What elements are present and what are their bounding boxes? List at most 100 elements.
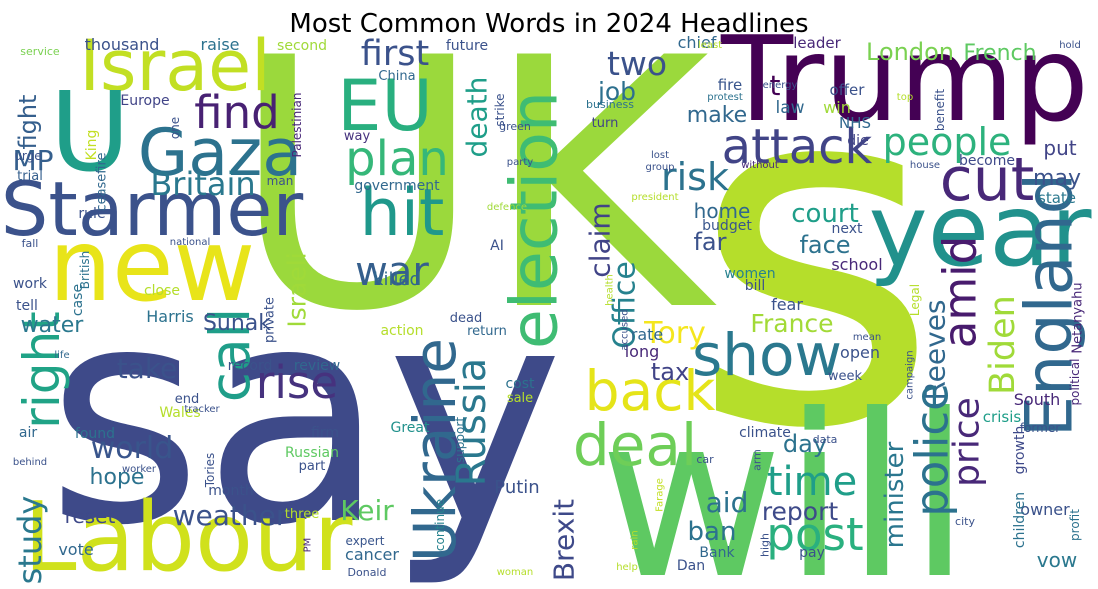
word: trial — [17, 169, 43, 184]
word: part — [299, 459, 326, 474]
word: face — [799, 231, 850, 259]
word: risk — [661, 155, 729, 199]
word: minister — [880, 441, 910, 548]
word: life — [54, 350, 69, 361]
word: support — [453, 417, 467, 463]
word: expert — [346, 534, 385, 548]
word: worker — [122, 464, 157, 475]
word: tax — [651, 358, 689, 386]
word: benefit — [933, 89, 947, 132]
word: chief — [678, 33, 717, 52]
word: Donald — [348, 566, 387, 579]
word: Office — [608, 261, 643, 349]
word: Tory — [643, 316, 706, 351]
word: Brexit — [548, 499, 581, 581]
word: England — [1013, 173, 1088, 437]
word: Israeli — [283, 252, 312, 327]
word: national — [170, 237, 211, 248]
word: Reeves — [919, 299, 952, 400]
word: two — [607, 44, 667, 83]
word: PM — [303, 538, 314, 553]
chart-title: Most Common Words in 2024 Headlines — [289, 9, 808, 39]
word: Harris — [146, 307, 194, 326]
word: s — [690, 0, 940, 534]
word: die — [847, 133, 868, 149]
word: French — [963, 41, 1036, 66]
word: Europe — [120, 93, 169, 109]
word: group — [645, 162, 674, 173]
word: man — [267, 174, 294, 188]
word: fight — [14, 95, 42, 150]
word: one — [168, 117, 182, 139]
word: vote — [58, 540, 93, 559]
word: killed — [373, 269, 421, 290]
word: UK — [231, 0, 721, 387]
word: week — [828, 369, 863, 384]
word: t — [770, 69, 781, 102]
word: put — [1043, 136, 1076, 160]
word: arm — [751, 449, 764, 471]
word: MP — [12, 144, 53, 177]
word: reset — [65, 504, 116, 528]
word: King — [84, 130, 100, 161]
word: Palestinian — [290, 93, 304, 158]
word: back — [585, 359, 716, 423]
word: case — [70, 284, 86, 316]
word: urge — [14, 149, 41, 163]
word: climate — [739, 425, 791, 441]
word: Wales — [159, 405, 200, 421]
word: vow — [1037, 548, 1077, 572]
word: owner — [1020, 500, 1070, 519]
word: cancer — [345, 545, 399, 564]
word: fall — [22, 237, 39, 250]
word: Tories — [203, 453, 217, 489]
word: study — [11, 496, 49, 585]
word: China — [378, 69, 415, 84]
word: offer — [830, 81, 866, 99]
word: price — [947, 397, 988, 487]
word: amid — [934, 236, 987, 348]
word: month — [208, 483, 253, 499]
word: report — [762, 497, 839, 526]
word: claim — [584, 202, 617, 277]
word: campaign — [905, 350, 916, 399]
word: Keir — [340, 494, 394, 527]
word: second — [277, 38, 327, 54]
word: bill — [745, 278, 766, 294]
word: return — [467, 324, 507, 339]
word: cut — [940, 145, 1035, 215]
word: show — [692, 321, 842, 389]
word: Britain — [150, 165, 255, 203]
word: record — [228, 358, 273, 374]
word: Starmer — [1, 165, 304, 253]
word: continue — [433, 499, 447, 551]
word: review — [294, 358, 340, 374]
word: London — [866, 38, 954, 66]
word: help — [616, 562, 638, 573]
word: end — [175, 392, 200, 407]
word: service — [20, 45, 60, 58]
word: car — [696, 453, 714, 466]
word: will — [599, 367, 971, 589]
word: cost — [505, 376, 535, 392]
word: air — [19, 425, 37, 441]
word: South — [1014, 390, 1061, 409]
word: budget — [702, 218, 752, 234]
word: women — [724, 266, 775, 282]
word: president — [631, 192, 678, 203]
word: make — [687, 103, 747, 128]
word: Sunak — [203, 311, 271, 336]
word: plan — [345, 131, 449, 187]
word: children — [1012, 492, 1028, 548]
word: hit — [360, 176, 445, 251]
word: Labour — [24, 483, 354, 589]
word: ceasefire — [95, 152, 110, 211]
word: close — [144, 283, 180, 299]
word: woman — [497, 567, 534, 578]
word: Russian — [285, 445, 339, 461]
word: post — [766, 508, 863, 561]
word: Israel — [79, 25, 270, 107]
word: dead — [450, 311, 482, 326]
word: rule — [78, 206, 105, 222]
